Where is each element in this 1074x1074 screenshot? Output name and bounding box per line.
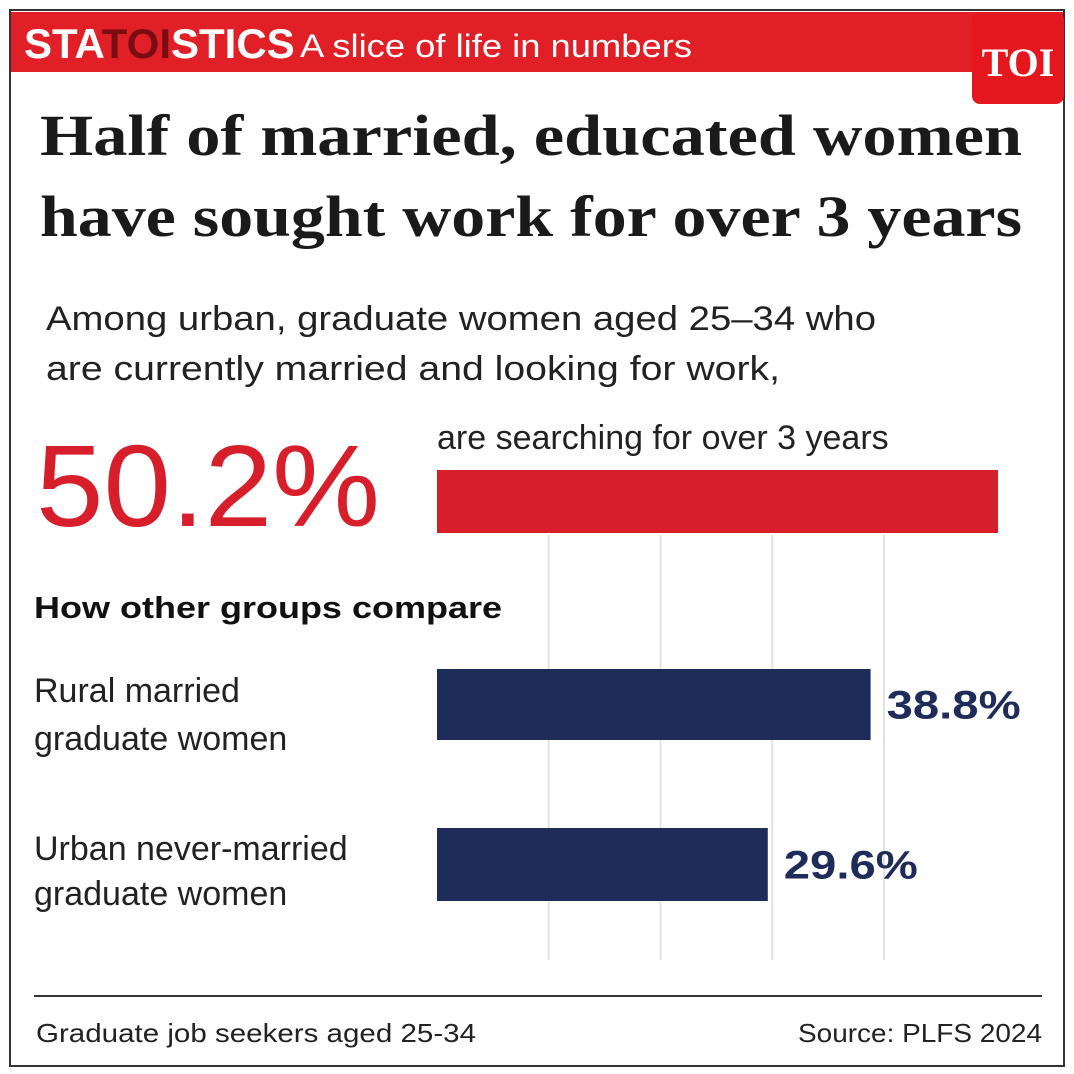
logo: TOI xyxy=(982,40,1055,85)
footer-note: Graduate job seekers aged 25-34 xyxy=(36,1018,476,1048)
footer-source: Source: PLFS 2024 xyxy=(798,1018,1042,1048)
logo-box xyxy=(972,12,1064,104)
section-label: How other groups compare xyxy=(34,590,502,625)
tagline: A slice of life in numbers xyxy=(300,28,692,64)
category-label: Urban never-married xyxy=(34,830,348,868)
brand-part: TOI xyxy=(102,20,171,67)
bar xyxy=(437,470,998,533)
value-label: 29.6% xyxy=(784,844,918,888)
bar xyxy=(437,669,871,740)
category-label: are searching for over 3 years xyxy=(437,419,889,457)
title-line: Half of married, educated women xyxy=(40,103,1022,168)
category-label: graduate women xyxy=(34,875,287,913)
subtitle-line: are currently married and looking for wo… xyxy=(46,350,780,388)
category-label: Rural married xyxy=(34,672,240,710)
subtitle-line: Among urban, graduate women aged 25–34 w… xyxy=(46,300,876,338)
brand: STATOISTICS xyxy=(24,20,295,67)
value-label: 38.8% xyxy=(887,684,1021,728)
brand-part: STA xyxy=(24,20,105,67)
headline-value: 50.2% xyxy=(36,421,380,551)
title-line: have sought work for over 3 years xyxy=(40,184,1022,249)
bar xyxy=(437,828,768,901)
category-label: graduate women xyxy=(34,720,287,758)
header-bar xyxy=(11,12,1063,72)
brand-part: STICS xyxy=(171,20,295,67)
plot: are searching for over 3 years 50.2% Rural… xyxy=(34,419,1021,960)
